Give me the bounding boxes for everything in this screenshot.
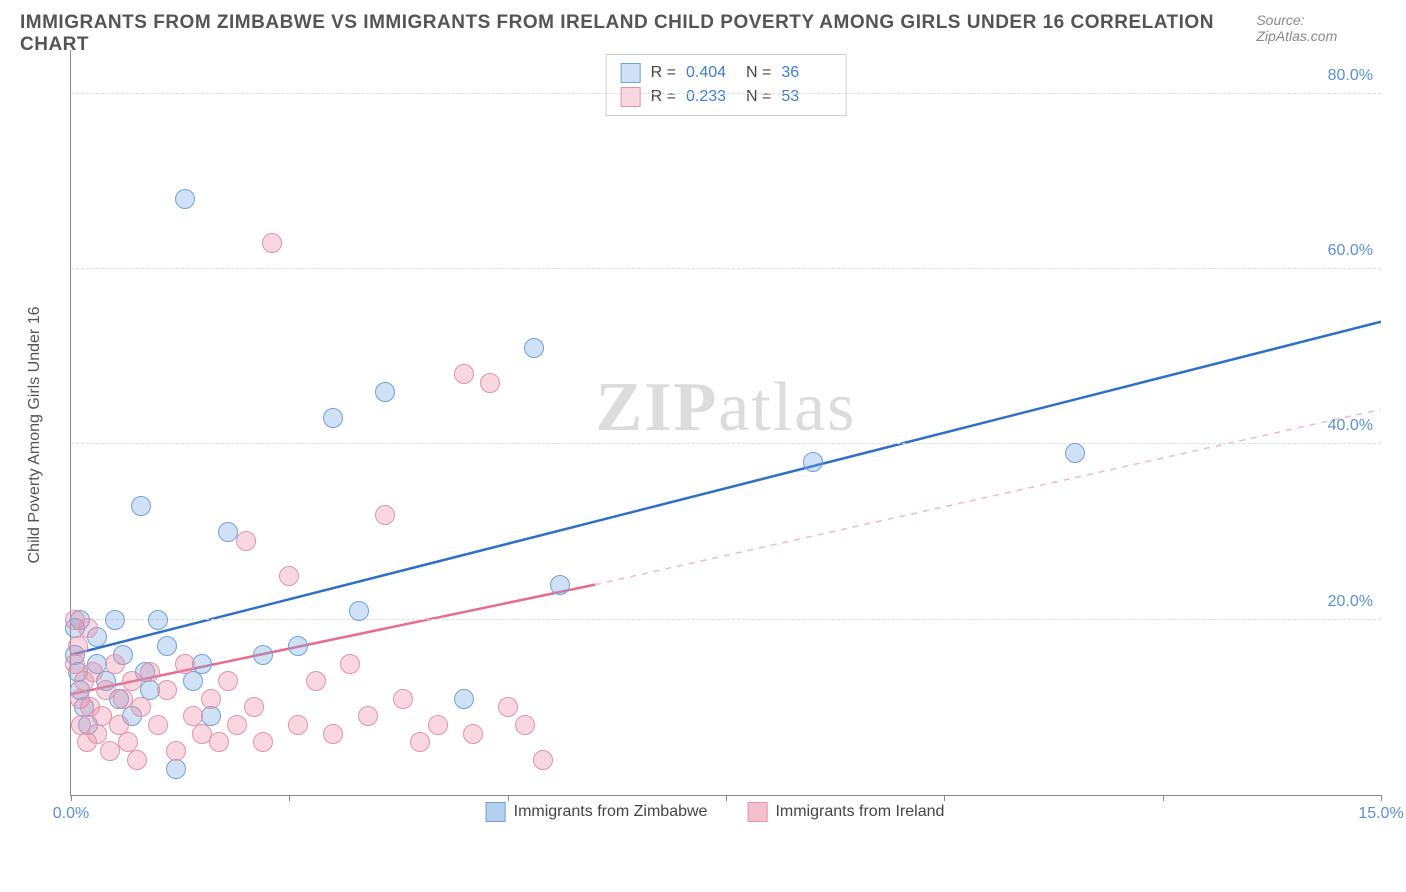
data-point	[375, 505, 395, 525]
y-axis-label: Child Poverty Among Girls Under 16	[26, 307, 44, 564]
data-point	[140, 662, 160, 682]
data-point	[157, 680, 177, 700]
source-attribution: Source: ZipAtlas.com	[1256, 12, 1386, 44]
data-point	[393, 689, 413, 709]
x-tick	[944, 795, 945, 801]
data-point	[480, 373, 500, 393]
data-point	[175, 654, 195, 674]
data-point	[349, 601, 369, 621]
data-point	[262, 233, 282, 253]
data-point	[428, 715, 448, 735]
data-point	[201, 689, 221, 709]
data-point	[218, 671, 238, 691]
data-point	[105, 610, 125, 630]
correlation-chart: Child Poverty Among Girls Under 16 ZIPat…	[50, 50, 1380, 820]
gridline	[71, 268, 1381, 269]
data-point	[192, 654, 212, 674]
data-point	[83, 662, 103, 682]
legend-swatch-zimbabwe	[486, 802, 506, 822]
data-point	[148, 610, 168, 630]
data-point	[166, 759, 186, 779]
data-point	[524, 338, 544, 358]
x-tick-label: 0.0%	[53, 805, 89, 823]
data-point	[148, 715, 168, 735]
data-point	[253, 645, 273, 665]
data-point	[105, 654, 125, 674]
data-point	[157, 636, 177, 656]
data-point	[244, 697, 264, 717]
gridline	[71, 93, 1381, 94]
data-point	[175, 189, 195, 209]
data-point	[803, 452, 823, 472]
data-point	[410, 732, 430, 752]
data-point	[227, 715, 247, 735]
x-tick	[1163, 795, 1164, 801]
data-point	[323, 724, 343, 744]
data-point	[1065, 443, 1085, 463]
y-tick-label: 60.0%	[1328, 242, 1373, 260]
data-point	[209, 732, 229, 752]
stats-legend-row-1: R = 0.404 N = 36	[621, 61, 832, 85]
data-point	[515, 715, 535, 735]
stats-legend: R = 0.404 N = 36 R = 0.233 N = 53	[606, 54, 847, 116]
data-point	[236, 531, 256, 551]
data-point	[288, 715, 308, 735]
data-point	[463, 724, 483, 744]
x-tick	[1381, 795, 1382, 801]
data-point	[131, 496, 151, 516]
data-point	[498, 697, 518, 717]
legend-item-ireland: Immigrants from Ireland	[747, 802, 944, 822]
data-point	[87, 724, 107, 744]
data-point	[358, 706, 378, 726]
y-tick-label: 40.0%	[1328, 417, 1373, 435]
legend-label: Immigrants from Ireland	[775, 803, 944, 821]
x-tick	[508, 795, 509, 801]
series-swatch-zimbabwe	[621, 63, 641, 83]
data-point	[288, 636, 308, 656]
legend-label: Immigrants from Zimbabwe	[514, 803, 708, 821]
x-tick	[289, 795, 290, 801]
data-point	[375, 382, 395, 402]
data-point	[533, 750, 553, 770]
data-point	[323, 408, 343, 428]
x-tick	[71, 795, 72, 801]
gridline	[71, 443, 1381, 444]
stats-legend-row-2: R = 0.233 N = 53	[621, 85, 832, 109]
watermark: ZIPatlas	[596, 368, 857, 448]
data-point	[183, 671, 203, 691]
data-point	[279, 566, 299, 586]
legend-swatch-ireland	[747, 802, 767, 822]
data-point	[78, 618, 98, 638]
trend-lines	[71, 50, 1381, 795]
data-point	[253, 732, 273, 752]
data-point	[166, 741, 186, 761]
x-tick-label: 15.0%	[1358, 805, 1403, 823]
y-tick-label: 80.0%	[1328, 67, 1373, 85]
gridline	[71, 619, 1381, 620]
series-legend: Immigrants from Zimbabwe Immigrants from…	[486, 802, 945, 822]
data-point	[550, 575, 570, 595]
data-point	[454, 364, 474, 384]
data-point	[340, 654, 360, 674]
data-point	[306, 671, 326, 691]
y-tick-label: 20.0%	[1328, 593, 1373, 611]
data-point	[68, 636, 88, 656]
legend-item-zimbabwe: Immigrants from Zimbabwe	[486, 802, 708, 822]
x-tick	[726, 795, 727, 801]
data-point	[127, 750, 147, 770]
data-point	[454, 689, 474, 709]
series-swatch-ireland	[621, 87, 641, 107]
plot-area: ZIPatlas R = 0.404 N = 36 R = 0.233 N = …	[70, 50, 1381, 796]
data-point	[131, 697, 151, 717]
